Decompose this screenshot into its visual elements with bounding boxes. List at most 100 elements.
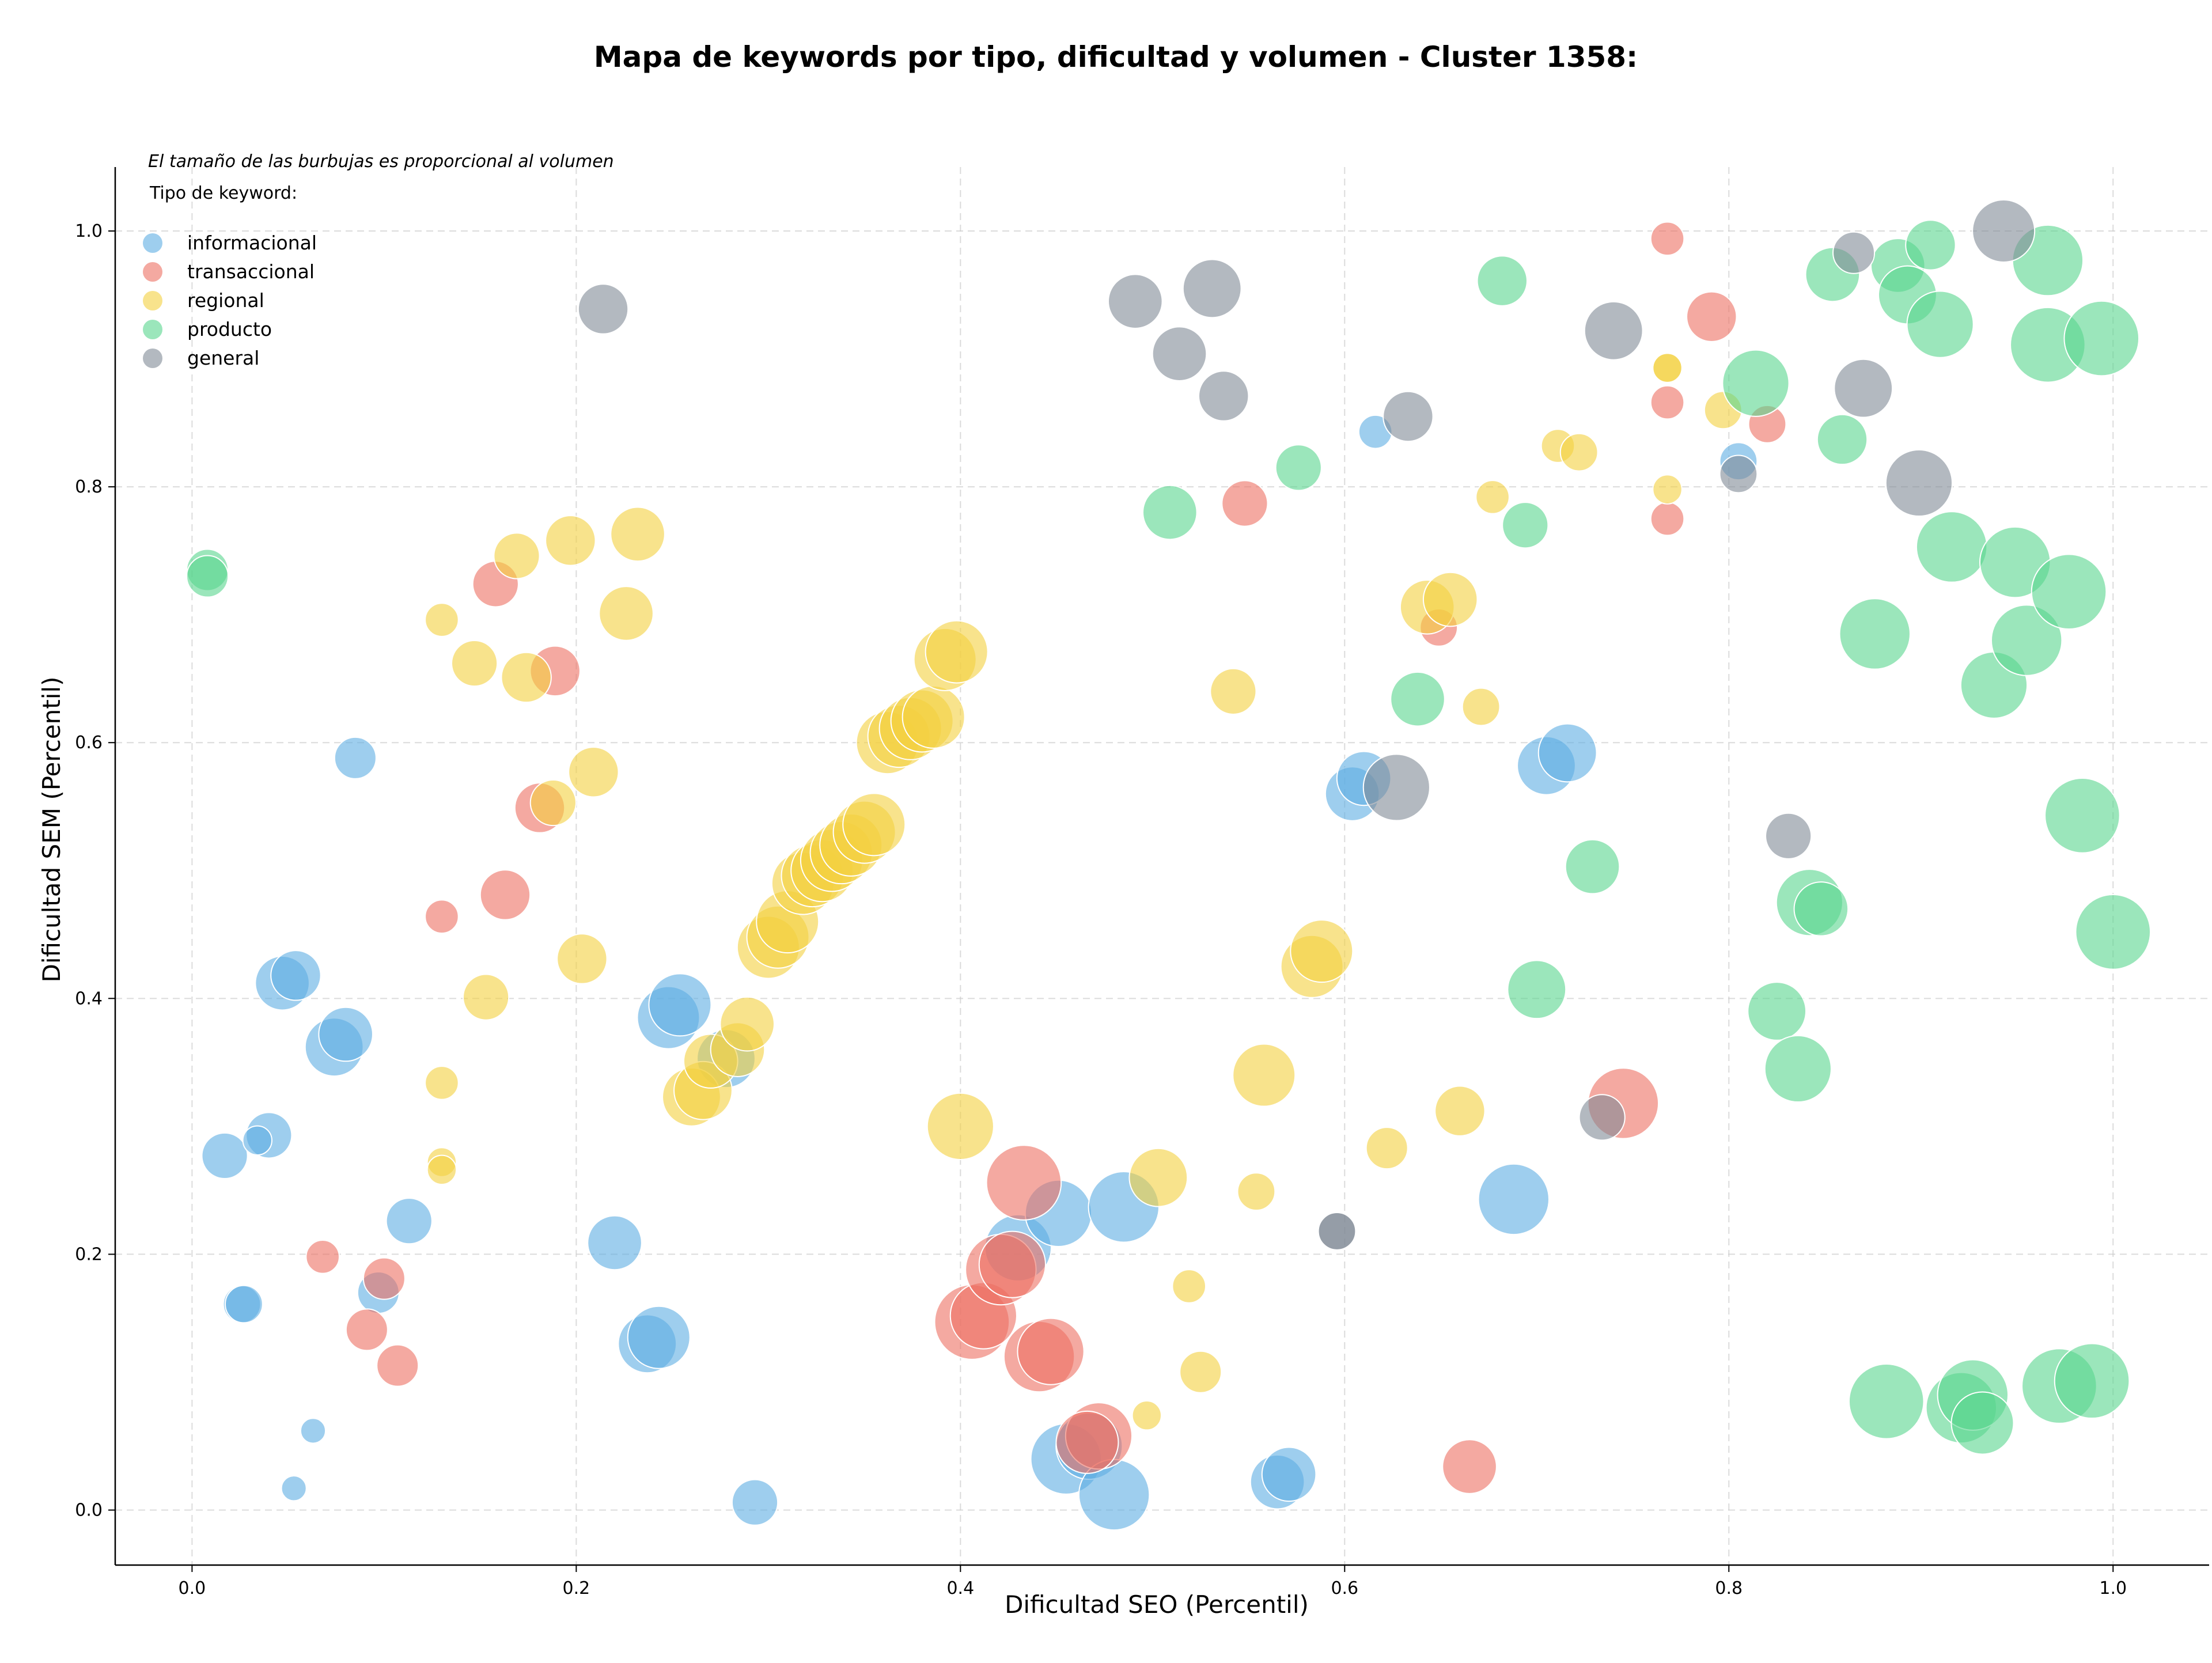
bubble-producto xyxy=(1747,982,1807,1041)
bubble-informacional xyxy=(201,1132,248,1180)
bubble-general xyxy=(1719,454,1758,494)
y-axis-label: Dificultad SEM (Percentil) xyxy=(37,677,66,983)
bubble-transaccional xyxy=(479,869,531,920)
bubble-producto xyxy=(1990,604,2063,676)
bubble-producto xyxy=(2054,1343,2130,1419)
bubble-informacional xyxy=(334,736,377,779)
bubble-regional xyxy=(1652,474,1683,505)
bubble-regional xyxy=(545,515,596,566)
bubble-producto xyxy=(1502,502,1549,549)
legend-label-regional: regional xyxy=(187,289,264,312)
legend: El tamaño de las burbujas es proporciona… xyxy=(143,151,614,369)
bubble-informacional xyxy=(242,1125,272,1156)
x-axis-label: Dificultad SEO (Percentil) xyxy=(1005,1590,1309,1619)
bubble-regional xyxy=(842,793,906,857)
bubble-informacional xyxy=(1478,1163,1550,1236)
bubble-general xyxy=(1198,370,1249,422)
legend-label-producto: producto xyxy=(187,318,272,340)
bubble-informacional xyxy=(587,1215,642,1271)
bubble-producto xyxy=(1950,1391,2014,1455)
bubble-transaccional xyxy=(978,1230,1046,1298)
legend-title: Tipo de keyword: xyxy=(149,183,297,203)
bubble-informacional xyxy=(648,973,712,1037)
bubble-informacional xyxy=(281,1475,307,1502)
legend-label-informacional: informacional xyxy=(187,232,317,254)
y-tick-label: 0.2 xyxy=(75,1244,103,1264)
tick-labels: 0.0 0.2 0.4 0.6 0.8 1.0 0.0 0.2 0.4 0.6 0.8 1.0 xyxy=(75,221,2127,1598)
bubble-regional xyxy=(451,639,498,687)
bubble-general xyxy=(1317,1212,1357,1251)
bubble-general xyxy=(1362,753,1430,821)
bubble-producto xyxy=(1507,960,1567,1020)
bubble-transaccional xyxy=(986,1145,1062,1221)
bubble-informacional xyxy=(1537,723,1597,783)
bubble-informacional xyxy=(318,1006,373,1062)
bubble-general xyxy=(1584,301,1643,361)
bubble-transaccional xyxy=(362,1257,406,1300)
bubble-regional xyxy=(599,586,654,641)
legend-marker-informacional xyxy=(143,233,162,253)
grid-lines xyxy=(115,167,2209,1565)
bubble-general xyxy=(1972,199,2036,263)
y-tick-label: 0.4 xyxy=(75,988,103,1009)
bubble-transaccional xyxy=(305,1240,340,1274)
x-tick-label: 0.2 xyxy=(563,1578,590,1598)
bubble-regional xyxy=(425,603,459,637)
bubble-general xyxy=(1108,274,1163,329)
legend-label-transaccional: transaccional xyxy=(187,260,315,283)
legend-label-general: general xyxy=(187,347,259,369)
bubble-transaccional xyxy=(425,899,459,934)
bubble-regional xyxy=(1179,1350,1222,1393)
bubble-transaccional xyxy=(1686,291,1737,342)
bubble-transaccional xyxy=(1650,385,1685,420)
bubble-producto xyxy=(1142,484,1198,540)
bubble-transaccional xyxy=(1221,480,1268,527)
bubble-informacional xyxy=(300,1418,327,1444)
legend-marker-general xyxy=(143,348,162,368)
bubble-regional xyxy=(425,1066,459,1100)
bubble-producto xyxy=(2063,300,2140,377)
bubble-regional xyxy=(902,685,965,749)
bubble-regional xyxy=(493,532,540,579)
bubble-regional xyxy=(1232,1043,1296,1107)
x-tick-label: 0.0 xyxy=(179,1578,206,1598)
x-tick-label: 0.6 xyxy=(1331,1578,1358,1598)
data-points xyxy=(186,199,2152,1531)
bubble-producto xyxy=(1915,511,1988,583)
bubble-regional xyxy=(1131,1400,1162,1431)
bubble-producto xyxy=(1275,444,1322,491)
bubble-general xyxy=(1765,812,1812,859)
legend-marker-regional xyxy=(143,291,162,310)
bubble-producto xyxy=(2044,777,2120,854)
bubble-informacional xyxy=(225,1285,263,1324)
bubble-transaccional xyxy=(1017,1317,1085,1385)
bubble-informacional xyxy=(270,950,321,1001)
bubble-producto xyxy=(1848,1363,1925,1440)
bubble-regional xyxy=(610,506,665,562)
bubble-regional xyxy=(1172,1269,1206,1304)
bubble-general xyxy=(1832,231,1876,274)
bubble-transaccional xyxy=(1442,1439,1497,1494)
bubble-informacional xyxy=(1261,1446,1317,1502)
axes xyxy=(108,167,2209,1572)
bubble-producto xyxy=(1764,1035,1832,1103)
legend-marker-transaccional xyxy=(143,262,162,282)
bubble-regional xyxy=(1290,919,1354,983)
bubble-general xyxy=(1382,391,1434,442)
bubble-regional xyxy=(1461,687,1501,726)
bubble-regional xyxy=(1422,571,1478,627)
x-tick-label: 0.8 xyxy=(1715,1578,1743,1598)
bubble-informacional xyxy=(627,1305,691,1369)
bubble-transaccional xyxy=(1650,221,1685,256)
bubble-general xyxy=(1834,358,1893,418)
bubble-transaccional xyxy=(345,1308,388,1351)
bubble-general xyxy=(1578,1094,1626,1141)
bubble-regional xyxy=(556,933,608,984)
bubble-regional xyxy=(463,973,510,1021)
bubble-regional xyxy=(925,620,988,684)
bubble-producto xyxy=(1816,414,1868,465)
bubble-producto xyxy=(2075,894,2152,970)
bubble-regional xyxy=(529,779,577,827)
bubble-regional xyxy=(1237,1172,1276,1211)
